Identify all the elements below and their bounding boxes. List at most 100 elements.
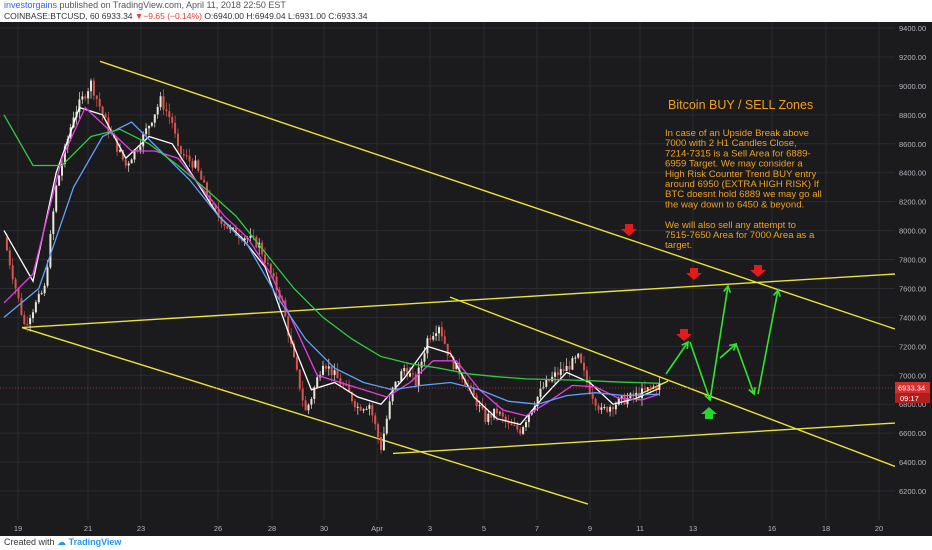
- candle-body: [20, 298, 23, 315]
- candle-body: [177, 133, 179, 147]
- candle-body: [594, 398, 597, 406]
- candle-body: [145, 128, 148, 135]
- candle-body: [156, 106, 159, 115]
- x-tick-label: 19: [14, 524, 22, 533]
- lower-channel-line[interactable]: [21, 326, 589, 505]
- candle-body: [606, 406, 609, 412]
- candle-body: [406, 368, 409, 377]
- candle-body: [385, 418, 388, 434]
- tradingview-brand[interactable]: TradingView: [68, 537, 122, 547]
- candle-body: [658, 382, 661, 390]
- candle-body: [510, 423, 513, 426]
- y-tick-label: 6200.00: [899, 487, 926, 496]
- sell-arrow-icon: [676, 329, 692, 341]
- y-tick-label: 8000.00: [899, 227, 926, 236]
- candle-body: [49, 233, 52, 268]
- candle-body: [101, 106, 104, 115]
- annotation-title: Bitcoin BUY / SELL Zones: [668, 98, 813, 112]
- projected-path-arrowhead: [681, 340, 689, 350]
- candle-body: [162, 96, 165, 110]
- candle-body: [342, 384, 345, 386]
- candle-body: [414, 374, 417, 386]
- candle-body: [217, 209, 220, 217]
- candle-body: [438, 327, 440, 334]
- candle-body: [43, 285, 46, 294]
- candle-body: [617, 398, 620, 405]
- y-tick-label: 7000.00: [899, 371, 926, 380]
- price-axis[interactable]: 6200.00 6400.00 6600.00 6800.00 7000.00 7200.…: [895, 22, 932, 520]
- upper-channel-top-line[interactable]: [99, 60, 896, 330]
- candle-body: [655, 386, 658, 390]
- candle-body: [585, 370, 588, 383]
- annotation-box[interactable]: Bitcoin BUY / SELL Zones In case of an U…: [665, 98, 822, 251]
- candle-body: [119, 150, 121, 152]
- candle-body: [577, 353, 580, 358]
- candle-body: [32, 312, 34, 319]
- wedge-top-line[interactable]: [449, 296, 896, 468]
- time-axis[interactable]: 19 21 23 26 28 30 Apr 3 5 7 9 11 13 16 18 20: [0, 520, 932, 536]
- x-tick-label: 30: [320, 524, 328, 533]
- x-tick-label: 13: [689, 524, 697, 533]
- moving-averages: [3, 106, 660, 426]
- candle-body: [562, 369, 565, 371]
- candle-body: [400, 371, 403, 382]
- candle-body: [327, 366, 330, 369]
- annotation-line: the way down to 6450 & beyond.: [665, 199, 804, 210]
- change-label: −9.65 (−0.14%): [143, 11, 202, 21]
- candle-body: [8, 250, 11, 266]
- candle-body: [461, 374, 464, 380]
- sell-arrow-icon: [750, 265, 766, 277]
- candle-body: [139, 146, 142, 151]
- candle-body: [220, 216, 223, 224]
- candle-body: [278, 290, 281, 300]
- candle-body: [23, 314, 26, 325]
- y-tick-label: 7400.00: [899, 313, 926, 322]
- y-tick-label: 6400.00: [899, 458, 926, 467]
- candle-body: [548, 379, 551, 382]
- moving-average-line: [3, 121, 660, 405]
- candle-body: [365, 408, 368, 410]
- candle-body: [127, 163, 130, 166]
- buy-arrow-icon: [701, 407, 717, 419]
- projected-path-arrowhead: [772, 288, 781, 297]
- candle-body: [324, 365, 327, 369]
- symbol-label[interactable]: COINBASE:BTCUSD, 60: [4, 11, 100, 21]
- candle-body: [61, 163, 63, 176]
- y-tick-label: 6600.00: [899, 429, 926, 438]
- candle-body: [66, 138, 69, 147]
- candle-body: [200, 170, 203, 180]
- candle-body: [322, 365, 324, 375]
- candle-body: [554, 372, 556, 377]
- author-link[interactable]: investorgains: [4, 0, 58, 10]
- candle-body: [609, 407, 612, 412]
- sell-arrow-icon: [686, 268, 702, 280]
- y-tick-label: 9200.00: [899, 53, 926, 62]
- annotation-line: 7000 with 2 H1 Candles Close,: [665, 138, 797, 149]
- x-tick-label: 26: [214, 524, 222, 533]
- candle-body: [397, 381, 400, 383]
- candle-body: [226, 225, 229, 229]
- last-price-label: 6933.34: [101, 11, 133, 21]
- candle-body: [487, 413, 490, 422]
- candle-body: [272, 273, 275, 277]
- candle-body: [603, 406, 606, 408]
- candle-body: [452, 357, 455, 370]
- chart-pane[interactable]: Bitcoin BUY / SELL Zones In case of an U…: [0, 22, 932, 536]
- projected-path-line: [757, 289, 779, 395]
- annotation-line: 7214-7315 is a Sell Area for 6889-: [665, 148, 811, 159]
- candle-body: [507, 421, 510, 424]
- candle-body: [643, 388, 646, 390]
- support-line[interactable]: [392, 422, 896, 455]
- chart-svg[interactable]: Bitcoin BUY / SELL Zones In case of an U…: [0, 22, 932, 536]
- candle-body: [423, 353, 426, 362]
- close-label: C:6933.34: [328, 11, 368, 21]
- candle-body: [148, 125, 150, 129]
- tradingview-logo-icon: ☁: [57, 537, 67, 547]
- y-tick-label: 8400.00: [899, 169, 926, 178]
- candle-body: [29, 318, 32, 325]
- candle-body: [591, 393, 594, 399]
- candle-body: [356, 406, 359, 408]
- candle-body: [519, 429, 522, 434]
- x-tick-label: 21: [84, 524, 92, 533]
- candle-body: [179, 146, 182, 155]
